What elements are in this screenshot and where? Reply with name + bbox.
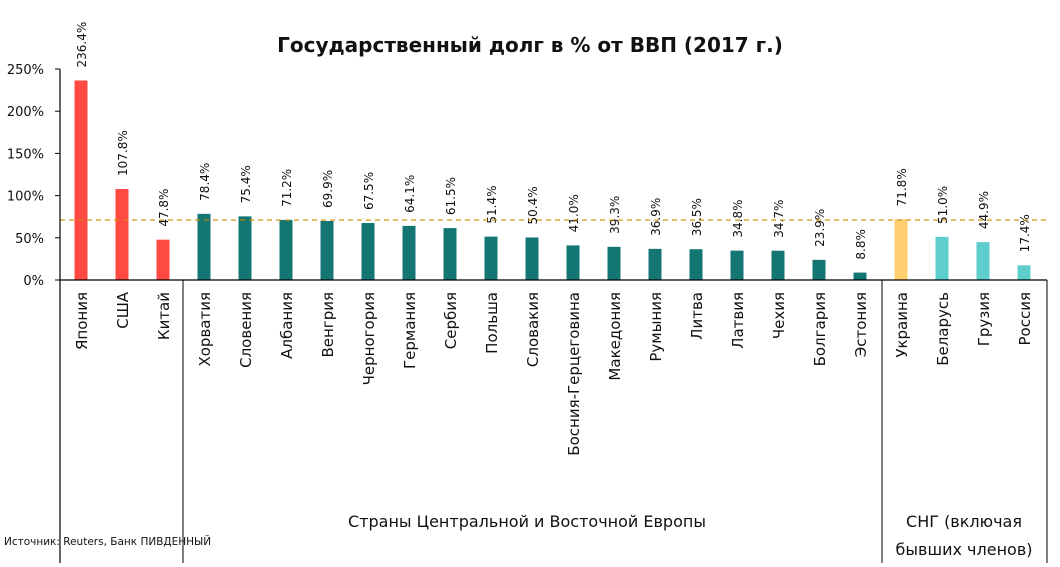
category-label: Эстония bbox=[852, 292, 870, 357]
y-tick-label: 250% bbox=[7, 63, 44, 78]
category-label: Чехия bbox=[770, 292, 788, 339]
data-label: 67.5% bbox=[362, 172, 376, 210]
category-label: Украина bbox=[893, 292, 911, 358]
bars: 236.4% Япония 107.8% США 47.8% Китай 78.4% Хорв… bbox=[60, 22, 1047, 456]
bar bbox=[607, 246, 621, 280]
data-label: 75.4% bbox=[239, 165, 253, 203]
bar bbox=[156, 239, 170, 280]
bar bbox=[484, 236, 498, 280]
category-label: Венгрия bbox=[319, 292, 337, 358]
data-label: 34.7% bbox=[772, 200, 786, 238]
data-label: 36.5% bbox=[690, 198, 704, 236]
group-label-cis-line2: бывших членов) bbox=[896, 540, 1033, 559]
group-label-cis-line1: СНГ (включая bbox=[906, 512, 1022, 531]
bar bbox=[197, 213, 211, 280]
category-label: Беларусь bbox=[934, 292, 952, 366]
data-label: 39.3% bbox=[608, 196, 622, 234]
category-label: Китай bbox=[155, 292, 173, 340]
y-axis: 0% 50% 100% 150% 200% 250% bbox=[7, 63, 60, 289]
y-tick-label: 200% bbox=[7, 105, 44, 120]
data-label: 78.4% bbox=[198, 163, 212, 201]
bar bbox=[402, 225, 416, 280]
data-label: 36.9% bbox=[649, 198, 663, 236]
bar bbox=[238, 216, 252, 280]
bar bbox=[320, 221, 334, 280]
category-label: Румыния bbox=[647, 292, 665, 362]
chart-title: Государственный долг в % от ВВП (2017 г.… bbox=[277, 33, 783, 57]
data-label: 8.8% bbox=[854, 229, 868, 260]
category-label: Сербия bbox=[442, 292, 460, 349]
category-label: Хорватия bbox=[196, 292, 214, 367]
bar bbox=[689, 249, 703, 280]
data-label: 107.8% bbox=[116, 130, 130, 176]
bar bbox=[935, 236, 949, 280]
category-label: Латвия bbox=[729, 292, 747, 349]
group-label-cee: Страны Центральной и Восточной Европы bbox=[348, 512, 706, 531]
y-tick-label: 50% bbox=[15, 232, 44, 247]
y-tick-label: 150% bbox=[7, 147, 44, 162]
category-label: Словения bbox=[237, 292, 255, 368]
data-label: 236.4% bbox=[75, 22, 89, 68]
bar bbox=[771, 250, 785, 280]
data-label: 34.8% bbox=[731, 200, 745, 238]
bar bbox=[894, 219, 908, 280]
bar bbox=[648, 248, 662, 280]
data-label: 61.5% bbox=[444, 177, 458, 215]
source-note: Источник: Reuters, Банк ПИВДЕННЫЙ bbox=[4, 535, 211, 548]
y-tick-label: 100% bbox=[7, 190, 44, 205]
bar bbox=[976, 242, 990, 280]
bar bbox=[74, 80, 88, 281]
category-label: США bbox=[114, 291, 132, 329]
bar bbox=[115, 189, 129, 280]
category-label: Германия bbox=[401, 292, 419, 369]
data-label: 69.9% bbox=[321, 170, 335, 208]
category-label: Россия bbox=[1016, 292, 1034, 346]
category-label: Япония bbox=[73, 292, 91, 350]
category-label: Грузия bbox=[975, 292, 993, 346]
bar bbox=[566, 245, 580, 280]
bar bbox=[853, 272, 867, 280]
category-label: Литва bbox=[688, 292, 706, 340]
bar bbox=[361, 223, 375, 280]
bar bbox=[525, 237, 539, 280]
bar bbox=[443, 228, 457, 280]
data-label: 44.9% bbox=[977, 191, 991, 229]
bar bbox=[730, 250, 744, 280]
category-label: Босния-Герцеговина bbox=[565, 292, 583, 456]
category-label: Словакия bbox=[524, 292, 542, 367]
y-tick-label: 0% bbox=[23, 274, 44, 289]
data-label: 51.4% bbox=[485, 185, 499, 223]
data-label: 51.0% bbox=[936, 186, 950, 224]
data-label: 17.4% bbox=[1018, 214, 1032, 252]
category-label: Албания bbox=[278, 292, 296, 359]
data-label: 71.8% bbox=[895, 168, 909, 206]
data-label: 71.2% bbox=[280, 169, 294, 207]
data-label: 23.9% bbox=[813, 209, 827, 247]
data-label: 47.8% bbox=[157, 189, 171, 227]
bar bbox=[812, 259, 826, 280]
axis-frame bbox=[59, 69, 1048, 563]
bar bbox=[1017, 265, 1031, 280]
data-label: 64.1% bbox=[403, 175, 417, 213]
data-label: 50.4% bbox=[526, 186, 540, 224]
category-label: Болгария bbox=[811, 292, 829, 366]
bar bbox=[279, 219, 293, 280]
data-label: 41.0% bbox=[567, 194, 581, 232]
category-label: Польша bbox=[483, 292, 501, 354]
category-label: Македония bbox=[606, 292, 624, 381]
category-label: Черногория bbox=[360, 292, 378, 385]
